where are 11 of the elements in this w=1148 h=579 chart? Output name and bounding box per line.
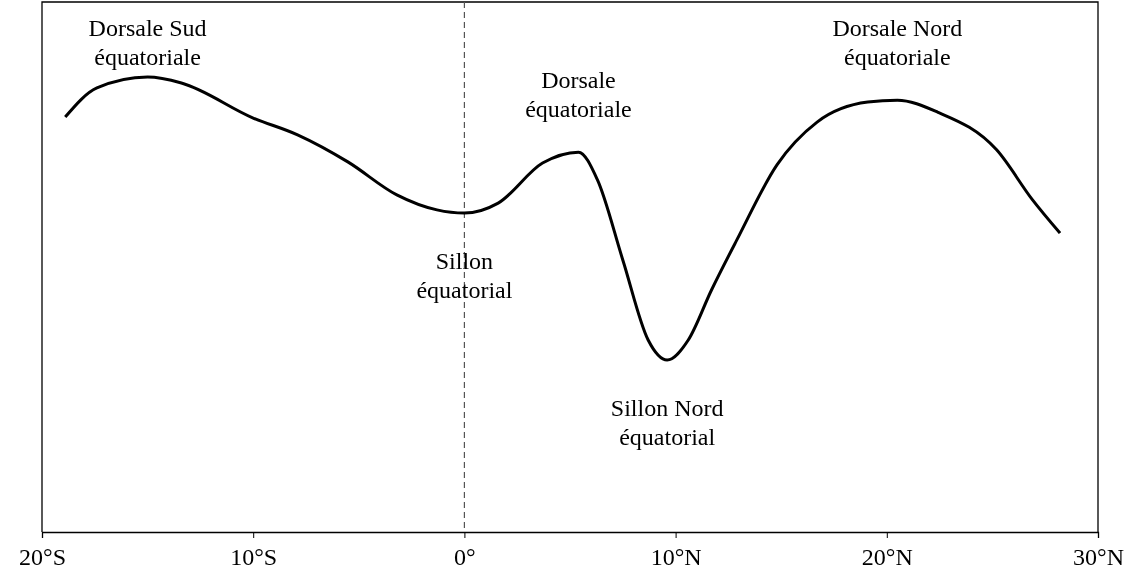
annotation: Dorsale équatoriale bbox=[525, 67, 632, 123]
x-tick-label: 20°S bbox=[19, 544, 66, 570]
x-tick-label: 0° bbox=[454, 544, 476, 570]
x-tick-label: 10°N bbox=[650, 544, 702, 570]
annotation: Sillon équatorial bbox=[416, 248, 513, 304]
annotation: Dorsale Nord équatoriale bbox=[832, 15, 963, 71]
x-tick-label: 20°N bbox=[861, 544, 913, 570]
annotation: Sillon Nord équatorial bbox=[610, 395, 724, 451]
annotation: Dorsale Sud équatoriale bbox=[88, 15, 207, 70]
x-tick-label: 10°S bbox=[230, 544, 278, 570]
x-tick-label: 30°N bbox=[1073, 544, 1124, 570]
